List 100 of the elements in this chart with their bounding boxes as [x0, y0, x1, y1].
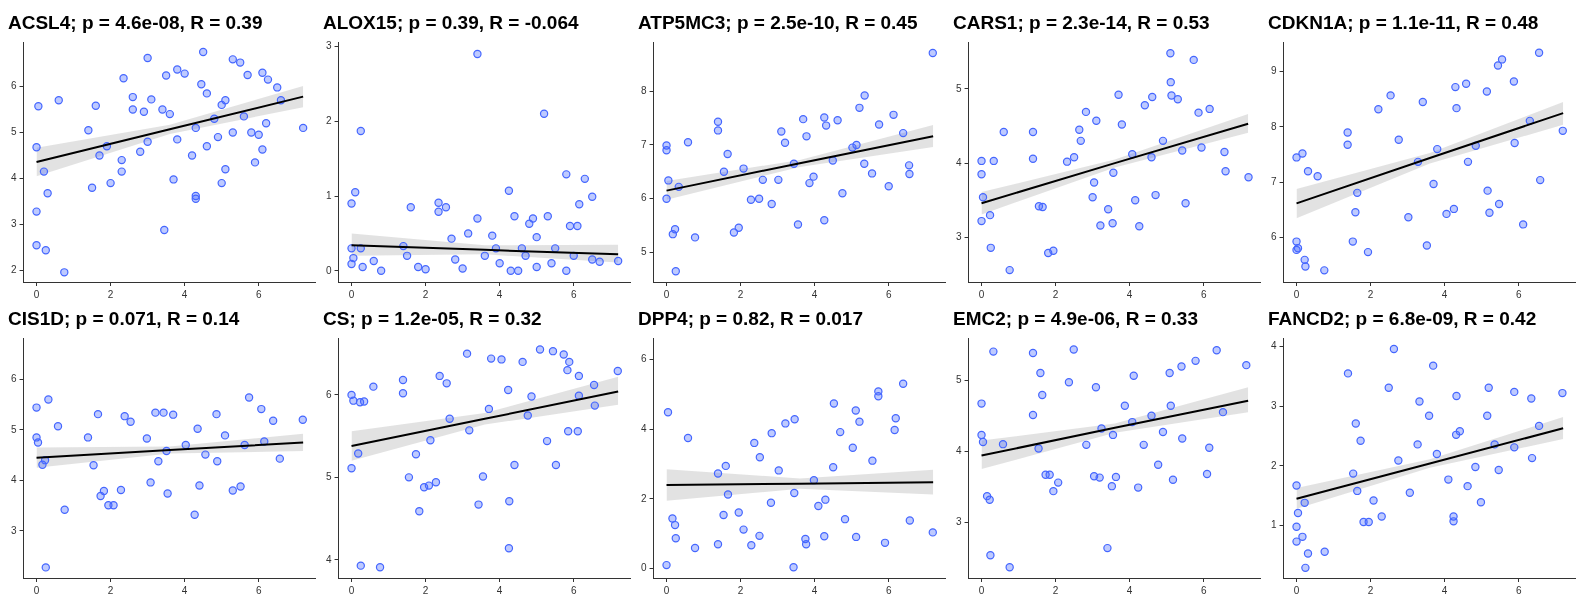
- point: [755, 452, 765, 462]
- point: [275, 454, 285, 463]
- point: [1422, 241, 1432, 250]
- point: [690, 233, 700, 242]
- point: [855, 417, 864, 426]
- point: [404, 473, 414, 482]
- point: [1166, 77, 1175, 87]
- point: [798, 114, 808, 124]
- point: [510, 212, 519, 221]
- point: [891, 413, 900, 423]
- point: [880, 538, 890, 548]
- point: [159, 408, 168, 417]
- point: [193, 424, 202, 434]
- x-tick-label: 0: [663, 584, 670, 596]
- chart-title: EMC2; p = 4.9e-06, R = 0.33: [953, 307, 1199, 329]
- point: [1394, 456, 1403, 465]
- point: [369, 256, 378, 266]
- y-tick-label: 6: [11, 373, 17, 385]
- point: [1293, 508, 1303, 518]
- y-tick-label: 6: [11, 80, 17, 92]
- x-tick-label: 2: [1367, 584, 1374, 596]
- point: [41, 563, 50, 572]
- point: [1005, 563, 1014, 572]
- point: [1107, 481, 1117, 491]
- point: [821, 495, 830, 504]
- point: [905, 516, 915, 525]
- point: [828, 156, 837, 165]
- point: [613, 366, 622, 376]
- y-tick-label: 3: [956, 231, 962, 243]
- point: [1139, 440, 1148, 450]
- point: [212, 409, 221, 419]
- point: [347, 244, 356, 253]
- point: [1133, 483, 1143, 492]
- x-tick-label: 0: [1293, 288, 1300, 300]
- point: [562, 266, 571, 275]
- point: [809, 172, 818, 181]
- point: [431, 478, 441, 487]
- point: [820, 532, 829, 541]
- point: [898, 379, 908, 388]
- point: [613, 256, 623, 266]
- y-tick-label: 4: [956, 445, 962, 457]
- point: [473, 214, 482, 223]
- point: [1147, 153, 1156, 162]
- point: [1300, 255, 1309, 265]
- point: [904, 161, 914, 170]
- point: [874, 392, 883, 401]
- point: [1404, 213, 1413, 222]
- x-tick-label: 6: [1200, 584, 1207, 596]
- point: [421, 265, 430, 274]
- point: [1178, 146, 1187, 155]
- point: [1429, 179, 1438, 189]
- point: [1292, 237, 1301, 246]
- point: [663, 408, 673, 417]
- point: [780, 138, 790, 147]
- point: [589, 380, 599, 390]
- point: [53, 422, 63, 431]
- point: [1129, 371, 1138, 381]
- point: [504, 186, 514, 196]
- point: [590, 401, 600, 410]
- point: [109, 500, 118, 510]
- point: [462, 349, 472, 358]
- point: [734, 508, 743, 517]
- point: [236, 482, 245, 491]
- point: [195, 481, 204, 490]
- point: [563, 426, 573, 436]
- point: [860, 91, 869, 100]
- point: [447, 234, 456, 243]
- point: [1455, 427, 1465, 436]
- point: [478, 472, 488, 481]
- point: [1096, 221, 1105, 230]
- point: [713, 126, 723, 135]
- point: [977, 399, 986, 408]
- point: [356, 561, 365, 570]
- point: [713, 117, 723, 127]
- x-tick-label: 4: [1441, 584, 1448, 596]
- chart-title: ATP5MC3; p = 2.5e-10, R = 0.45: [638, 11, 918, 33]
- y-tick-label: 3: [1271, 399, 1277, 411]
- point: [758, 175, 768, 185]
- point: [413, 262, 423, 272]
- point: [989, 347, 998, 356]
- point: [120, 411, 129, 421]
- point: [1194, 108, 1203, 117]
- point: [723, 490, 733, 499]
- point: [505, 497, 514, 506]
- point: [532, 232, 541, 242]
- y-tick-label: 9: [1271, 65, 1277, 77]
- point: [1181, 199, 1190, 208]
- point: [1064, 378, 1074, 387]
- point: [1244, 173, 1253, 182]
- point: [1292, 537, 1301, 546]
- x-tick-label: 4: [496, 584, 503, 596]
- point: [838, 189, 847, 198]
- point: [802, 132, 811, 141]
- x-tick-label: 4: [811, 288, 818, 300]
- point: [38, 460, 47, 469]
- point: [1005, 265, 1014, 275]
- point: [1109, 168, 1118, 177]
- point: [1351, 208, 1360, 217]
- point: [1484, 383, 1493, 392]
- point: [442, 379, 451, 388]
